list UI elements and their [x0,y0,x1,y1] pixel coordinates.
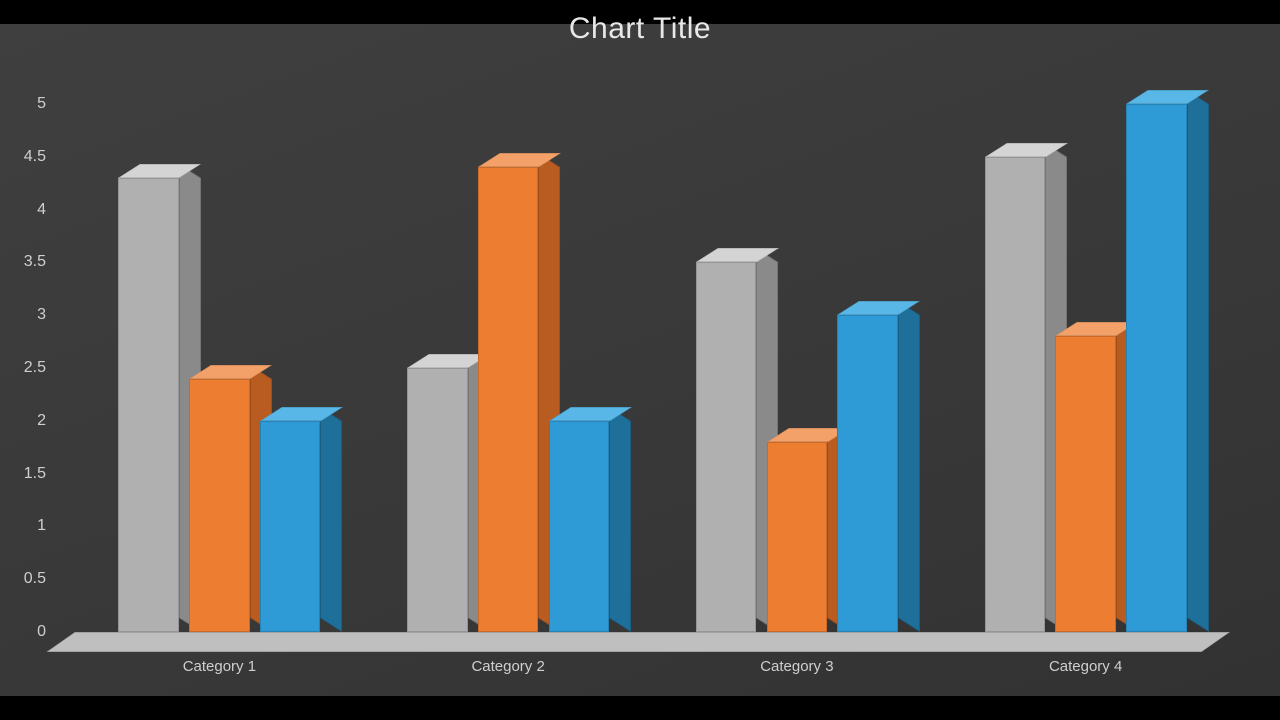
y-tick-label: 1.5 [0,465,46,483]
bar [985,157,1046,632]
bar [478,167,539,632]
y-tick-label: 2.5 [0,359,46,377]
y-tick-label: 3.5 [0,253,46,271]
bar [407,368,468,632]
bar [696,262,757,632]
y-tick-label: 4 [0,201,46,219]
category-label: Category 1 [183,658,256,675]
chart-title: Chart Title [0,12,1280,46]
y-tick-label: 4.5 [0,148,46,166]
y-tick-label: 2 [0,412,46,430]
category-label: Category 3 [760,658,833,675]
category-label: Category 2 [471,658,544,675]
bar [1055,336,1116,632]
y-tick-label: 0 [0,623,46,641]
y-tick-label: 1 [0,517,46,535]
bar [260,421,321,632]
bar [837,315,898,632]
chart-stage: Chart Title 00.511.522.533.544.55 Catego… [0,24,1280,696]
bar [189,379,250,632]
category-label: Category 4 [1049,658,1122,675]
bar [767,442,828,632]
chart-floor [46,632,1230,652]
y-tick-label: 5 [0,95,46,113]
y-tick-label: 0.5 [0,570,46,588]
y-tick-label: 3 [0,306,46,324]
bar [1126,104,1187,632]
bar [549,421,610,632]
bar [118,178,179,632]
